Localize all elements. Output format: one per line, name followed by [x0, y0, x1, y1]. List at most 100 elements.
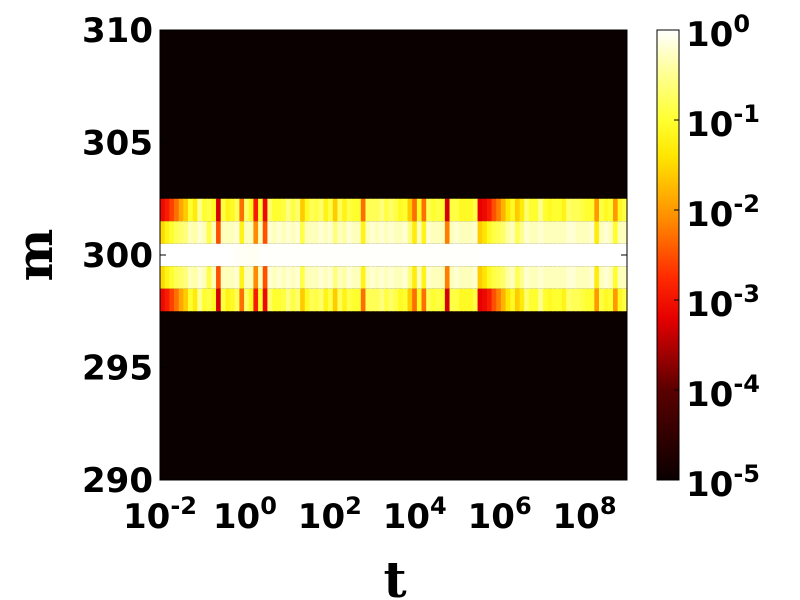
heatmap-cell	[323, 243, 329, 267]
heatmap-cell	[617, 266, 623, 289]
heatmap-cell	[332, 221, 339, 244]
heatmap-cell	[482, 266, 488, 289]
heatmap-cell	[164, 266, 170, 289]
heatmap-cell	[202, 198, 208, 222]
heatmap-cell	[188, 288, 194, 312]
heatmap-cell	[164, 198, 170, 222]
heatmap-cell	[393, 288, 399, 312]
heatmap-cell	[253, 288, 259, 312]
heatmap-cell	[374, 266, 381, 289]
heatmap-cell	[206, 266, 212, 289]
heatmap-cell	[556, 266, 563, 289]
heatmap-cell	[234, 288, 240, 312]
heatmap-cell	[528, 266, 535, 289]
heatmap-cell	[584, 266, 591, 289]
x-tick-label: 108	[553, 492, 617, 537]
heatmap-cell	[528, 221, 535, 244]
heatmap-cell	[225, 288, 231, 312]
heatmap-cell	[174, 221, 180, 244]
heatmap-cell	[612, 266, 619, 289]
heatmap-cell	[566, 288, 572, 312]
heatmap-cell	[370, 198, 376, 222]
heatmap-cell	[542, 266, 549, 289]
heatmap-cell	[426, 243, 432, 267]
heatmap-cell	[472, 288, 479, 312]
heatmap-cell	[342, 198, 348, 222]
heatmap-cell	[561, 221, 567, 244]
heatmap-cell	[463, 243, 469, 267]
heatmap-cell	[458, 288, 465, 312]
heatmap-cell	[398, 288, 404, 312]
heatmap-cell	[267, 266, 273, 289]
heatmap-cell	[356, 198, 362, 222]
heatmap-cell	[472, 198, 479, 222]
heatmap-cell	[318, 243, 325, 267]
heatmap-cell	[351, 221, 357, 244]
heatmap-cell	[169, 243, 175, 267]
heatmap-cell	[374, 288, 381, 312]
heatmap-cell	[622, 198, 628, 222]
heatmap-cell	[458, 221, 465, 244]
heatmap-cell	[244, 243, 250, 267]
heatmap-cell	[276, 266, 283, 289]
heatmap-cell	[216, 266, 222, 289]
heatmap-cell	[533, 198, 539, 222]
heatmap-cell	[472, 266, 479, 289]
heatmap-cell	[230, 266, 236, 289]
heatmap-cell	[589, 243, 595, 267]
heatmap-cell	[384, 288, 390, 312]
heatmap-cell	[262, 198, 269, 222]
heatmap-cell	[561, 198, 567, 222]
heatmap-cell	[454, 198, 460, 222]
x-axis-label: t	[383, 550, 406, 600]
heatmap-cell	[192, 221, 198, 244]
heatmap-cell	[542, 198, 549, 222]
heatmap-cell	[216, 198, 222, 222]
heatmap-cell	[202, 243, 208, 267]
y-tick-label: 310	[82, 11, 153, 51]
heatmap-cell	[524, 288, 530, 312]
heatmap-cell	[608, 266, 614, 289]
heatmap-cell	[337, 266, 343, 289]
heatmap-cell	[416, 288, 423, 312]
heatmap-cell	[514, 198, 521, 222]
heatmap-cell	[510, 243, 516, 267]
heatmap-cell	[309, 198, 315, 222]
heatmap-cell	[346, 221, 353, 244]
heatmap-cell	[337, 221, 343, 244]
heatmap-cell	[258, 198, 264, 222]
heatmap-cell	[248, 288, 254, 312]
heatmap-cell	[160, 288, 166, 312]
heatmap-cell	[463, 266, 469, 289]
heatmap-cell	[552, 288, 558, 312]
heatmap-cell	[566, 198, 572, 222]
heatmap-cell	[318, 288, 325, 312]
heatmap-cell	[304, 221, 311, 244]
heatmap-cell	[496, 266, 502, 289]
colorbar-tick-label: 10-1	[686, 100, 760, 145]
heatmap-cell	[398, 243, 404, 267]
heatmap-cell	[468, 198, 474, 222]
heatmap-cell	[519, 221, 525, 244]
heatmap-cell	[164, 243, 170, 267]
heatmap-cell	[216, 288, 222, 312]
heatmap-cell	[598, 221, 605, 244]
heatmap-cell	[360, 243, 367, 267]
heatmap-cell	[416, 243, 423, 267]
heatmap-cell	[365, 288, 371, 312]
heatmap-cell	[230, 243, 236, 267]
x-tick-label: 104	[383, 492, 447, 537]
heatmap-cell	[169, 266, 175, 289]
heatmap-cell	[603, 198, 609, 222]
y-tick-label: 295	[82, 349, 153, 389]
heatmap-cell	[304, 198, 311, 222]
heatmap-cell	[206, 198, 212, 222]
y-tick-label: 300	[82, 236, 153, 276]
heatmap-cell	[244, 288, 250, 312]
heatmap-cell	[295, 198, 301, 222]
heatmap-cell	[370, 243, 376, 267]
heatmap-cell	[575, 221, 581, 244]
heatmap-cell	[407, 243, 413, 267]
heatmap-cell	[402, 266, 409, 289]
heatmap-cell	[416, 198, 423, 222]
